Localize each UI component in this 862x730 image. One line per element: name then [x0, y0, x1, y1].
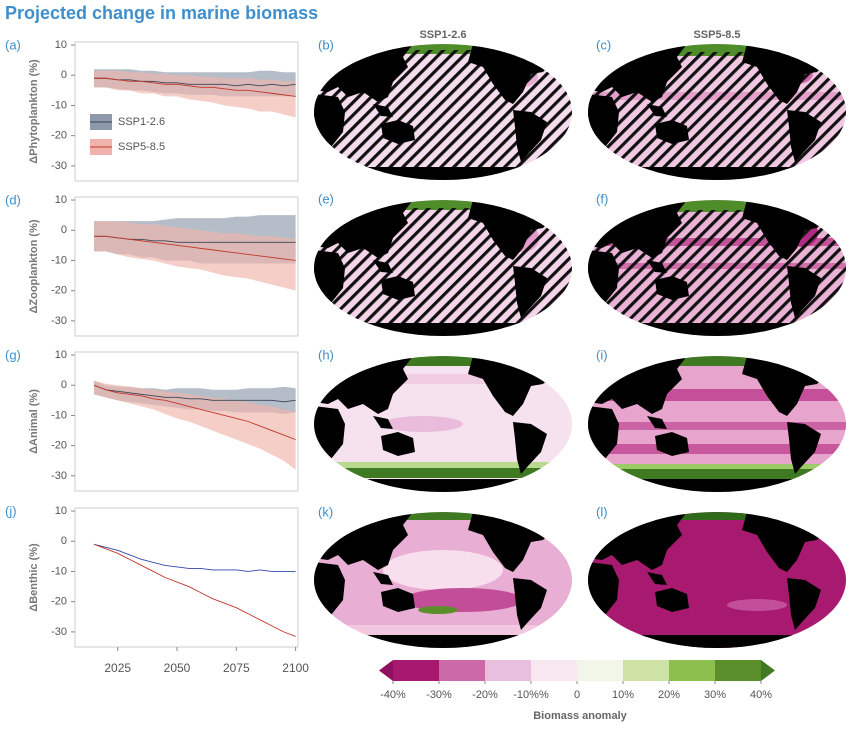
y-tick-label: 0 [61, 224, 67, 236]
colorbar-tick-label: 30% [704, 689, 726, 701]
y-tick-label: -30 [51, 626, 67, 638]
legend-label: SSP1-2.6 [118, 116, 165, 128]
colorbar-bin [531, 660, 577, 681]
colorbar-label: Biomass anomaly [533, 710, 627, 722]
colorbar-bin [439, 660, 485, 681]
map [588, 356, 846, 492]
map [314, 512, 572, 648]
line [93, 235, 296, 261]
y-axis-label: ΔAnimal (%) [28, 389, 40, 454]
column-header: SSP5-8.5 [693, 29, 740, 41]
y-tick-label: -10 [51, 409, 67, 421]
panel-label: (d) [5, 192, 21, 207]
colorbar-tick-label: 0 [574, 689, 580, 701]
y-tick-label: 0 [61, 379, 67, 391]
map [588, 44, 846, 180]
colorbar-bin [577, 660, 623, 681]
y-tick-label: -30 [51, 315, 67, 327]
x-tick-label: 2075 [223, 661, 250, 675]
colorbar-bin [715, 660, 761, 681]
colorbar-tick-label: 20% [658, 689, 680, 701]
colorbar-bin [393, 660, 439, 681]
plot-frame [74, 351, 299, 492]
y-axis-label: ΔZooplankton (%) [28, 219, 40, 313]
y-tick-label: -20 [51, 130, 67, 142]
y-tick-label: 10 [55, 194, 67, 206]
legend-label: SSP5-8.5 [118, 141, 165, 153]
y-tick-label: 10 [55, 505, 67, 517]
y-tick-label: -20 [51, 596, 67, 608]
colorbar-tick-label: 10% [612, 689, 634, 701]
colorbar-tick-label: -40% [380, 689, 406, 701]
y-tick-label: 0 [61, 535, 67, 547]
panel-label: (g) [5, 347, 21, 362]
colorbar-tick-label: -10%% [513, 689, 549, 701]
map [314, 200, 572, 336]
y-tick-label: 10 [55, 349, 67, 361]
y-tick-label: -20 [51, 285, 67, 297]
line [93, 384, 296, 441]
panel-label: (j) [5, 503, 17, 518]
colorbar-bin [669, 660, 715, 681]
y-tick-label: -10 [51, 99, 67, 111]
y-tick-label: -30 [51, 160, 67, 172]
y-tick-label: 0 [61, 69, 67, 81]
y-tick-label: -10 [51, 565, 67, 577]
y-axis-label: ΔPhytoplankton (%) [28, 59, 40, 164]
plot-frame [74, 507, 299, 648]
title: Projected change in marine biomass [5, 3, 318, 23]
colorbar-bin [623, 660, 669, 681]
panel-label: (e) [318, 191, 334, 206]
map [314, 44, 572, 180]
range-band [93, 380, 296, 470]
line [93, 77, 296, 87]
plot-frame [74, 196, 299, 337]
colorbar-tick-label: 40% [750, 689, 772, 701]
line [93, 384, 296, 403]
x-tick-label: 2100 [282, 661, 309, 675]
range-band [93, 70, 296, 118]
panel-label: (i) [596, 347, 608, 362]
panel-label: (a) [5, 37, 21, 52]
panel-label: (c) [596, 37, 611, 52]
range-band [93, 221, 296, 291]
map [588, 200, 846, 336]
y-tick-label: -20 [51, 440, 67, 452]
column-header: SSP1-2.6 [419, 29, 466, 41]
plot-frame [74, 41, 299, 182]
y-tick-label: -30 [51, 470, 67, 482]
panel-label: (f) [596, 191, 608, 206]
line [93, 543, 296, 572]
colorbar-tick-label: -30% [426, 689, 452, 701]
y-tick-label: 10 [55, 39, 67, 51]
panel-label: (l) [596, 504, 608, 519]
panel-label: (h) [318, 347, 334, 362]
line [93, 543, 296, 637]
y-axis-label: ΔBenthic (%) [28, 543, 40, 612]
colorbar-bin [485, 660, 531, 681]
x-tick-label: 2025 [104, 661, 131, 675]
line [93, 77, 296, 97]
colorbar-extend [379, 660, 393, 681]
map [588, 512, 846, 648]
colorbar-extend [761, 660, 775, 681]
y-tick-label: -10 [51, 254, 67, 266]
map [314, 356, 572, 492]
colorbar-tick-label: -20% [472, 689, 498, 701]
x-tick-label: 2050 [164, 661, 191, 675]
panel-label: (k) [318, 504, 333, 519]
panel-label: (b) [318, 37, 334, 52]
